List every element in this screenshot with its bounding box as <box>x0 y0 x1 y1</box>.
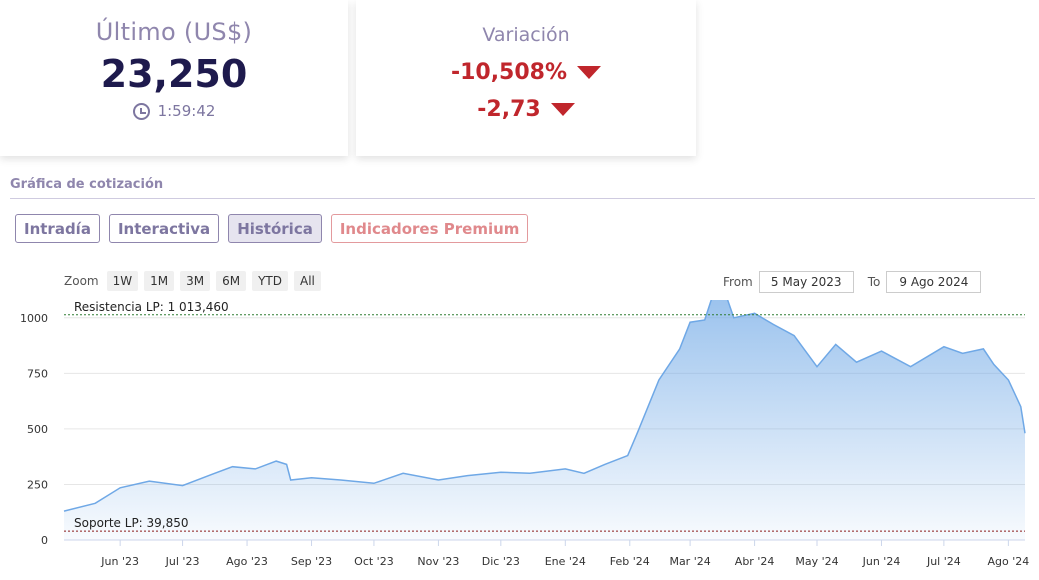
x-tick-label: Ago '24 <box>987 555 1029 568</box>
price-area <box>64 300 1025 540</box>
x-tick-label: Abr '24 <box>735 555 775 568</box>
clock-icon <box>132 102 150 120</box>
price-chart[interactable]: 0 250 500 750 1000 Resistencia LP: 1 013,460… <box>0 300 1039 580</box>
y-tick-label: 1000 <box>20 312 48 325</box>
down-arrow-icon <box>577 66 602 79</box>
zoom-controls: Zoom 1W 1M 3M 6M YTD All <box>64 271 321 291</box>
x-tick-label: Jul '23 <box>165 555 200 568</box>
y-tick-label: 0 <box>41 534 48 547</box>
x-tick-label: Ene '24 <box>545 555 586 568</box>
x-tick-label: Mar '24 <box>669 555 710 568</box>
last-update-time: 1:59:42 <box>157 102 216 120</box>
x-tick-label: Ago '23 <box>226 555 268 568</box>
zoom-label: Zoom <box>64 274 99 288</box>
levels: Resistencia LP: 1 013,460 Soporte LP: 39,… <box>64 300 1025 532</box>
y-tick-label: 500 <box>27 423 48 436</box>
x-tick-label: Jun '24 <box>862 555 901 568</box>
from-label: From <box>723 275 753 289</box>
x-tick-label: Sep '23 <box>291 555 332 568</box>
tab-interactiva[interactable]: Interactiva <box>108 214 220 243</box>
x-tick-label: Jun '23 <box>100 555 139 568</box>
x-tick-label: May '24 <box>795 555 838 568</box>
section-title: Gráfica de cotización <box>10 177 164 192</box>
date-range: From 5 May 2023 To 9 Ago 2024 <box>723 271 982 293</box>
last-price-card: Último (US$) 23,250 1:59:42 <box>0 0 348 156</box>
x-tick-label: Oct '23 <box>354 555 394 568</box>
x-tick-label: Jul '24 <box>926 555 961 568</box>
tab-indicadores-premium[interactable]: Indicadores Premium <box>330 214 529 243</box>
zoom-ytd-button[interactable]: YTD <box>252 271 288 291</box>
x-tick-label: Nov '23 <box>417 555 459 568</box>
to-label: To <box>867 275 881 289</box>
zoom-1m-button[interactable]: 1M <box>144 271 175 291</box>
zoom-all-button[interactable]: All <box>294 271 321 291</box>
variation-percent: -10,508% <box>450 60 568 85</box>
last-update-row: 1:59:42 <box>0 102 348 120</box>
tab-historica[interactable]: Histórica <box>228 214 322 243</box>
x-tick-label: Dic '23 <box>482 555 520 568</box>
down-arrow-icon <box>550 103 575 116</box>
x-axis-labels: Jun '23 Jul '23 Ago '23 Sep '23 Oct '23 Nov '… <box>100 540 1029 568</box>
variation-title: Variación <box>482 24 570 46</box>
section-divider <box>10 198 1035 199</box>
last-price-title: Último (US$) <box>95 18 253 46</box>
zoom-1w-button[interactable]: 1W <box>106 271 139 291</box>
variation-absolute: -2,73 <box>477 97 541 122</box>
resistance-label: Resistencia LP: 1 013,460 <box>74 300 229 314</box>
variation-percent-row: -10,508% <box>356 60 696 85</box>
x-tick-label: Feb '24 <box>610 555 650 568</box>
zoom-6m-button[interactable]: 6M <box>216 271 247 291</box>
from-date-input[interactable]: 5 May 2023 <box>758 271 854 293</box>
y-axis-labels: 0 250 500 750 1000 <box>20 312 48 547</box>
price-line <box>63 300 1026 512</box>
to-date-input[interactable]: 9 Ago 2024 <box>886 271 982 293</box>
tab-intradia[interactable]: Intradía <box>15 214 100 243</box>
variation-absolute-row: -2,73 <box>356 97 696 122</box>
variation-card: Variación -10,508% -2,73 <box>356 0 696 156</box>
last-price-value: 23,250 <box>100 52 248 96</box>
support-label: Soporte LP: 39,850 <box>74 516 189 530</box>
y-tick-label: 250 <box>27 478 48 491</box>
zoom-3m-button[interactable]: 3M <box>180 271 211 291</box>
chart-tabs: Intradía Interactiva Histórica Indicador… <box>15 214 529 243</box>
y-tick-label: 750 <box>27 367 48 380</box>
